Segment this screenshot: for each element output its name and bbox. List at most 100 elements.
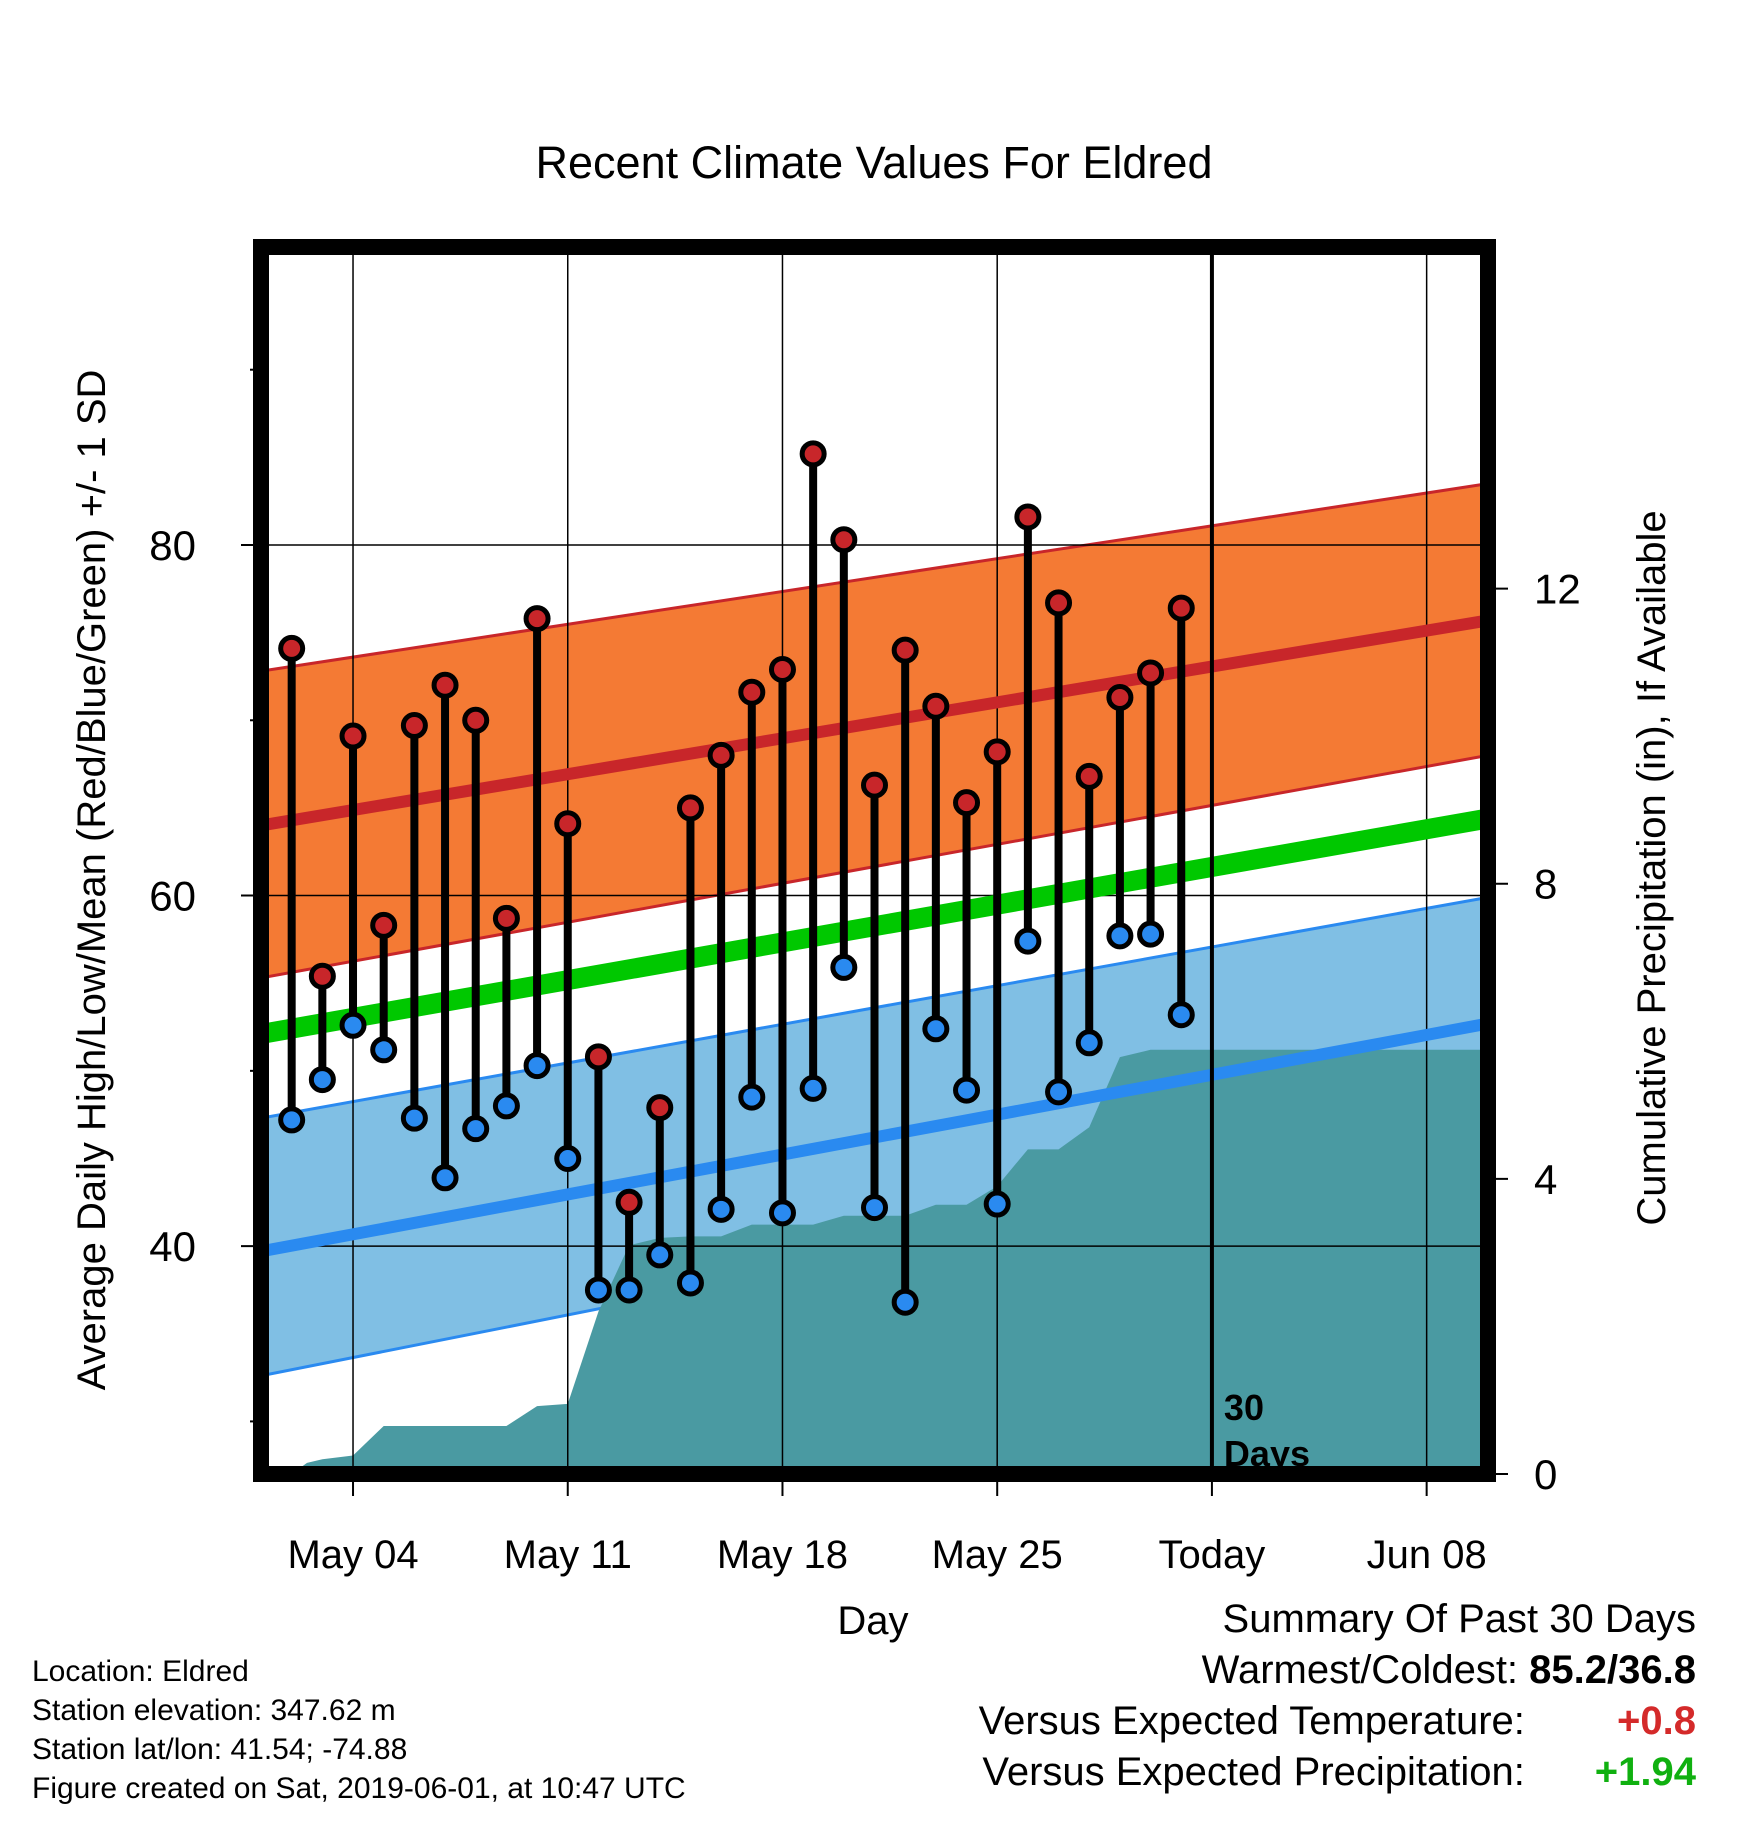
daily-low-point <box>1106 922 1134 950</box>
daily-high-point <box>1075 762 1103 790</box>
daily-high-point <box>523 605 551 633</box>
daily-low-point <box>615 1276 643 1304</box>
daily-low-point <box>339 1011 367 1039</box>
daily-low-point <box>799 1074 827 1102</box>
daily-high-point <box>492 904 520 932</box>
elevation-text: Station elevation: 347.62 m <box>32 1694 396 1727</box>
chart-title: Recent Climate Values For Eldred <box>536 137 1213 188</box>
daily-low-point <box>1045 1078 1073 1106</box>
daily-low-point <box>462 1115 490 1143</box>
daily-high-point <box>278 634 306 662</box>
daily-high-point <box>799 440 827 468</box>
station-info: Location: Eldred Station elevation: 347.… <box>32 1652 686 1808</box>
x-tick-label: Today <box>1159 1533 1266 1577</box>
daily-low-point <box>308 1066 336 1094</box>
daily-low-point <box>830 953 858 981</box>
daily-low-point <box>431 1164 459 1192</box>
y-axis-label-left: Average Daily High/Low/Mean (Red/Blue/Gr… <box>70 370 114 1391</box>
warmest-coldest-value: 85.2/36.8 <box>1529 1648 1696 1692</box>
daily-low-point <box>676 1269 704 1297</box>
location-text: Location: Eldred <box>32 1655 249 1688</box>
y-axis-label-right: Cumulative Precipitation (in), If Availa… <box>1630 510 1674 1225</box>
temperature-anomaly-value: +0.8 <box>1617 1699 1696 1743</box>
daily-high-point <box>1045 589 1073 617</box>
daily-low-point <box>738 1083 766 1111</box>
y-right-tick-label: 12 <box>1534 566 1581 613</box>
x-axis-label: Day <box>837 1599 908 1643</box>
daily-low-point <box>707 1195 735 1223</box>
warmest-coldest-label: Warmest/Coldest: <box>1201 1648 1519 1692</box>
daily-high-point <box>339 722 367 750</box>
y-right-tick-label: 4 <box>1534 1156 1557 1203</box>
daily-high-point <box>400 712 428 740</box>
y-tick-label: 60 <box>149 873 196 920</box>
temperature-anomaly-label: Versus Expected Temperature: <box>978 1699 1525 1743</box>
x-tick-label: May 04 <box>287 1533 418 1577</box>
daily-low-point <box>983 1190 1011 1218</box>
daily-low-point <box>400 1104 428 1132</box>
x-tick-label: May 18 <box>717 1533 848 1577</box>
daily-low-point <box>370 1036 398 1064</box>
precipitation-area <box>261 1049 1488 1474</box>
daily-high-point <box>676 794 704 822</box>
daily-low-point <box>891 1288 919 1316</box>
high-normal-line <box>261 614 1488 832</box>
y-right-tick-label: 8 <box>1534 861 1557 908</box>
daily-low-point <box>278 1106 306 1134</box>
daily-high-point <box>370 911 398 939</box>
daily-high-point <box>1167 594 1195 622</box>
daily-high-point <box>462 706 490 734</box>
daily-low-point <box>584 1276 612 1304</box>
daily-low-point <box>646 1241 674 1269</box>
high-normal-band-upper-edge <box>261 482 1488 673</box>
y-right-tick-label: 0 <box>1534 1451 1557 1498</box>
summary-panel: Summary Of Past 30 Days Warmest/Coldest:… <box>979 1594 1696 1798</box>
daily-high-point <box>830 526 858 554</box>
daily-high-point <box>646 1094 674 1122</box>
daily-low-point <box>1137 920 1165 948</box>
daily-low-point <box>1167 1001 1195 1029</box>
daily-high-point <box>738 678 766 706</box>
daily-high-point <box>431 671 459 699</box>
daily-high-point <box>922 692 950 720</box>
daily-low-point <box>1014 927 1042 955</box>
daily-high-point <box>308 962 336 990</box>
x-tick-label: Jun 08 <box>1367 1533 1487 1577</box>
daily-high-point <box>891 636 919 664</box>
daily-high-point <box>768 655 796 683</box>
temperature-anomaly-row: Versus Expected Temperature: +0.8 <box>979 1696 1696 1747</box>
latlon-text: Station lat/lon: 41.54; -74.88 <box>32 1733 408 1766</box>
daily-high-point <box>615 1188 643 1216</box>
daily-high-point <box>861 771 888 799</box>
daily-low-point <box>1075 1029 1103 1057</box>
daily-low-point <box>523 1052 551 1080</box>
daily-high-point <box>554 810 582 838</box>
y-tick-label: 80 <box>149 522 196 569</box>
daily-low-point <box>554 1144 582 1172</box>
daily-high-point <box>1014 503 1042 531</box>
daily-high-point <box>983 738 1011 766</box>
daily-high-point <box>953 789 981 817</box>
daily-low-point <box>492 1092 520 1120</box>
precipitation-anomaly-label: Versus Expected Precipitation: <box>982 1750 1525 1794</box>
daily-high-point <box>1137 659 1165 687</box>
daily-low-point <box>861 1194 888 1222</box>
x-tick-label: May 11 <box>504 1533 632 1577</box>
x-tick-label: May 25 <box>932 1533 1063 1577</box>
precipitation-anomaly-row: Versus Expected Precipitation: +1.94 <box>979 1747 1696 1798</box>
created-text: Figure created on Sat, 2019-06-01, at 10… <box>32 1772 686 1805</box>
today-annotation-label: 30 <box>1224 1387 1264 1428</box>
y-tick-label: 40 <box>149 1223 196 1270</box>
daily-low-point <box>922 1015 950 1043</box>
daily-high-point <box>1106 683 1134 711</box>
warmest-coldest-row: Warmest/Coldest: 85.2/36.8 <box>979 1645 1696 1696</box>
daily-high-point <box>584 1043 612 1071</box>
daily-low-point <box>953 1076 981 1104</box>
summary-title: Summary Of Past 30 Days <box>1222 1597 1696 1641</box>
precipitation-anomaly-value: +1.94 <box>1594 1750 1696 1794</box>
daily-low-point <box>768 1199 796 1227</box>
daily-high-point <box>707 741 735 769</box>
plot-frame <box>253 239 1496 1482</box>
